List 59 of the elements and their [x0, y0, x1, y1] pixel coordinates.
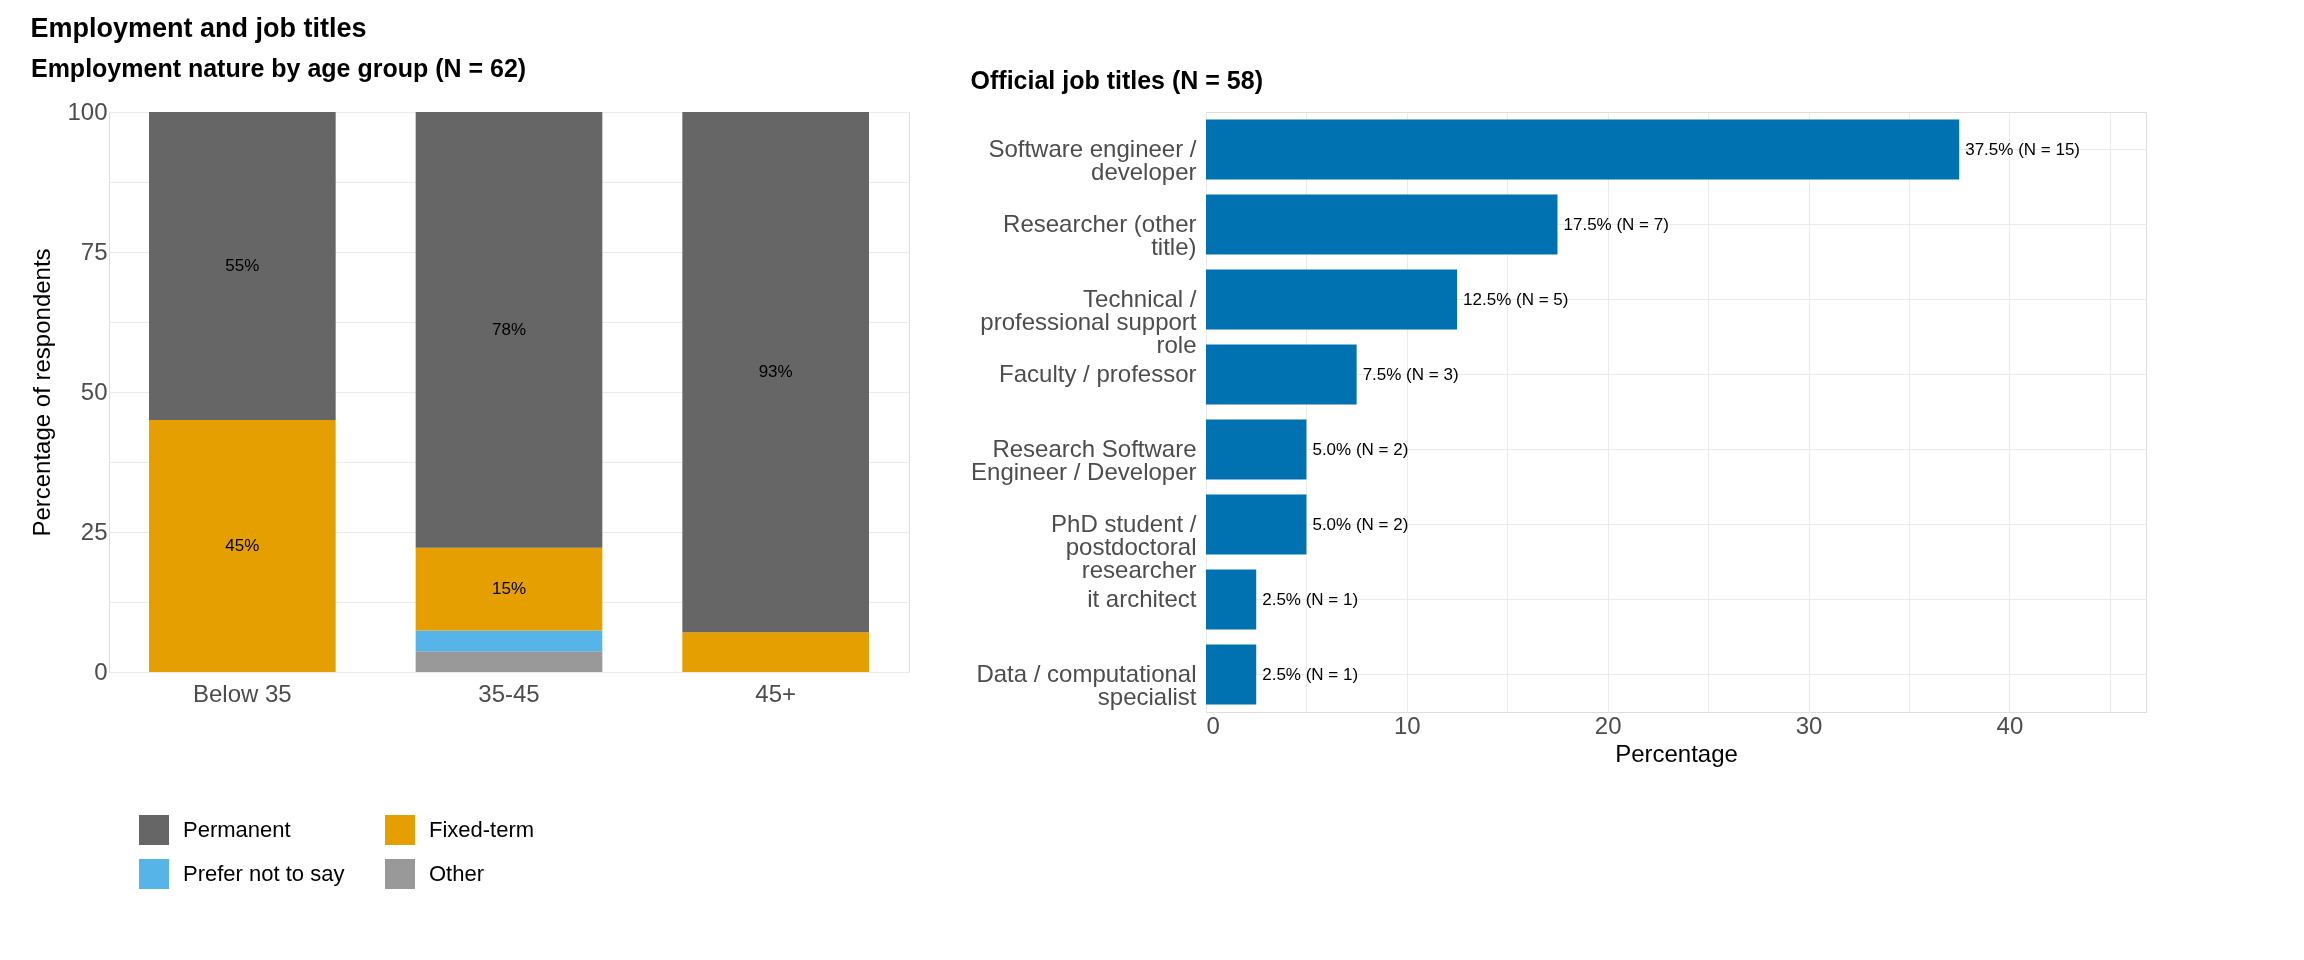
x-tick-label: 20: [1594, 711, 1622, 739]
data-label: 93%: [758, 362, 793, 382]
y-tick-label: Researcher (other title): [1003, 209, 1197, 260]
y-tick-label: 50: [80, 377, 108, 405]
y-tick-label: Software engineer / developer: [988, 134, 1197, 185]
bar: [1206, 419, 1307, 480]
data-label: 7.5% (N = 3): [1362, 364, 1459, 384]
data-label: 17.5% (N = 7): [1563, 214, 1669, 234]
x-tick-label: 45+: [755, 679, 797, 707]
data-label: 5.0% (N = 2): [1312, 439, 1409, 459]
x-tick-label: 0: [1206, 711, 1220, 739]
legend-label: Permanent: [183, 817, 291, 842]
data-label: 15%: [491, 579, 527, 599]
bar: [1206, 494, 1307, 555]
data-label: 2.5% (N = 1): [1262, 664, 1359, 684]
bar: [1206, 569, 1257, 630]
bar: [149, 112, 336, 420]
bar: [149, 420, 336, 672]
y-tick-label: Research Software Engineer / Developer: [971, 434, 1197, 485]
chart-title: Employment and job titles: [30, 12, 367, 43]
data-label: 37.5% (N = 15): [1965, 139, 2081, 159]
data-label: 78%: [491, 319, 527, 339]
bar: [1206, 269, 1458, 330]
bar: [1206, 194, 1558, 255]
x-tick-label: 10: [1394, 711, 1421, 739]
chart-subtitle: Official job titles (N = 58): [970, 66, 1263, 94]
legend-label: Fixed-term: [429, 817, 535, 842]
data-label: 55%: [225, 256, 260, 275]
x-tick-label: 40: [1996, 711, 2024, 739]
y-tick-label: PhD student / postdoctoral researcher: [1051, 509, 1197, 583]
chart-subtitle: Employment nature by age group (N = 62): [30, 54, 527, 82]
x-tick-label: 35-45: [478, 679, 540, 707]
data-label: 5.0% (N = 2): [1312, 514, 1409, 534]
y-tick-label: 25: [80, 517, 108, 545]
y-tick-label: Faculty / professor: [999, 359, 1197, 387]
y-tick-label: 0: [94, 657, 108, 685]
y-tick-label: it architect: [1087, 584, 1197, 612]
y-axis-title: Percentage of respondents: [28, 248, 56, 537]
bar: [415, 630, 603, 652]
y-tick-label: 100: [67, 97, 108, 125]
bar: [1206, 344, 1357, 405]
bar: [415, 112, 603, 548]
y-tick-label: Data / computational specialist: [976, 659, 1197, 710]
legend-label: Prefer not to say: [183, 861, 345, 886]
bar: [682, 632, 869, 672]
bar: [415, 651, 603, 672]
data-label: 45%: [225, 536, 260, 555]
data-label: 2.5% (N = 1): [1262, 589, 1359, 609]
bar: [415, 547, 603, 631]
data-label: 12.5% (N = 5): [1463, 289, 1569, 309]
x-axis-title: Percentage: [1615, 739, 1738, 767]
y-tick-label: 75: [80, 237, 108, 265]
bar: [682, 112, 869, 633]
bar: [1206, 119, 1960, 180]
legend-label: Other: [429, 861, 485, 886]
x-tick-label: Below 35: [192, 679, 292, 707]
bar: [1206, 644, 1257, 705]
x-tick-label: 30: [1795, 711, 1823, 739]
y-tick-label: Technical / professional support role: [980, 284, 1197, 358]
